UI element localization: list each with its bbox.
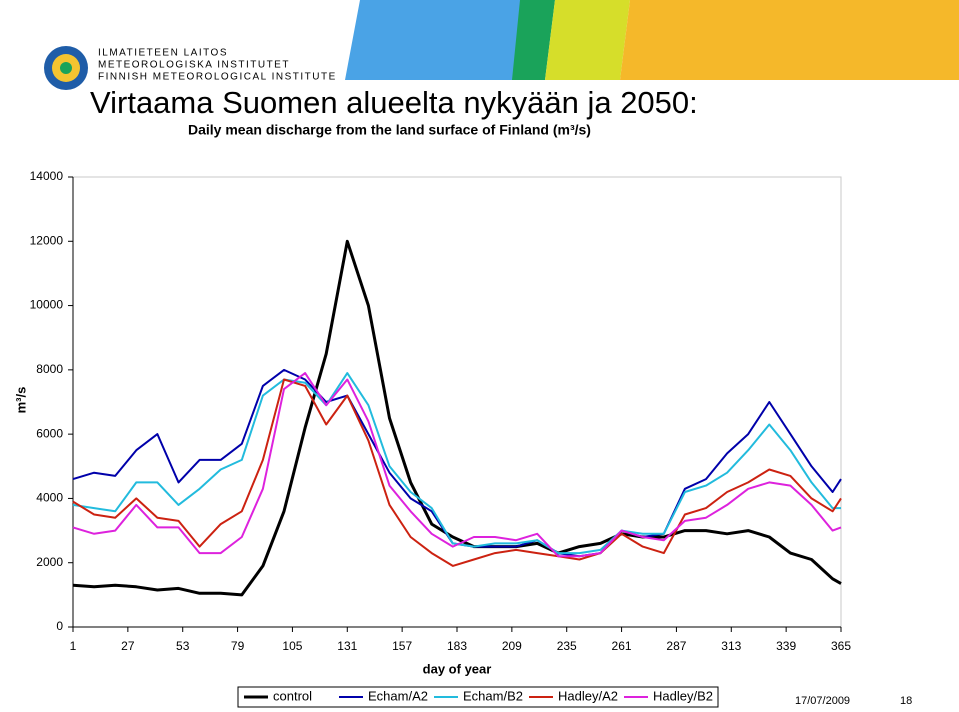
- x-tick-label: 105: [282, 639, 302, 653]
- y-tick-label: 6000: [36, 426, 63, 440]
- x-tick-label: 339: [776, 639, 796, 653]
- legend-label: Hadley/A2: [558, 688, 618, 703]
- legend-label: Echam/A2: [368, 688, 428, 703]
- y-tick-label: 12000: [30, 233, 64, 247]
- header-stripes: [320, 0, 959, 80]
- logo-text: ILMATIETEEN LAITOS: [98, 48, 228, 59]
- legend-label: control: [273, 688, 312, 703]
- y-tick-label: 0: [56, 619, 63, 633]
- x-tick-label: 27: [121, 639, 135, 653]
- x-axis-label: day of year: [423, 661, 492, 676]
- y-tick-label: 4000: [36, 491, 63, 505]
- series-line: [72, 239, 842, 597]
- x-tick-label: 131: [337, 639, 357, 653]
- x-tick-label: 79: [231, 639, 245, 653]
- series-line: [72, 368, 842, 558]
- x-tick-label: 1: [70, 639, 77, 653]
- logo: [44, 46, 88, 90]
- series-line: [72, 378, 842, 567]
- y-axis-label: m³/s: [13, 387, 28, 414]
- legend-label: Hadley/B2: [653, 688, 713, 703]
- x-tick-label: 261: [612, 639, 632, 653]
- plot-frame: [72, 176, 842, 628]
- legend-box: [237, 686, 719, 708]
- x-tick-label: 157: [392, 639, 412, 653]
- x-tick-label: 235: [557, 639, 577, 653]
- x-tick-label: 287: [666, 639, 686, 653]
- legend-label: Echam/B2: [463, 688, 523, 703]
- logo-text: METEOROLOGISKA INSTITUTET: [98, 60, 290, 71]
- series-line: [72, 372, 842, 558]
- y-tick-label: 10000: [30, 298, 64, 312]
- x-tick-label: 53: [176, 639, 190, 653]
- y-tick-label: 14000: [30, 169, 64, 183]
- y-tick-label: 8000: [36, 362, 63, 376]
- x-tick-label: 313: [721, 639, 741, 653]
- chart-title: Virtaama Suomen alueelta nykyään ja 2050…: [90, 85, 698, 120]
- slide-number: 18: [900, 695, 912, 707]
- logo-text: FINNISH METEOROLOGICAL INSTITUTE: [98, 72, 337, 83]
- x-tick-label: 365: [831, 639, 851, 653]
- x-tick-label: 209: [502, 639, 522, 653]
- x-tick-label: 183: [447, 639, 467, 653]
- chart-subtitle: Daily mean discharge from the land surfa…: [188, 122, 591, 138]
- slide-date: 17/07/2009: [795, 695, 850, 707]
- y-tick-label: 2000: [36, 555, 63, 569]
- series-line: [72, 372, 841, 555]
